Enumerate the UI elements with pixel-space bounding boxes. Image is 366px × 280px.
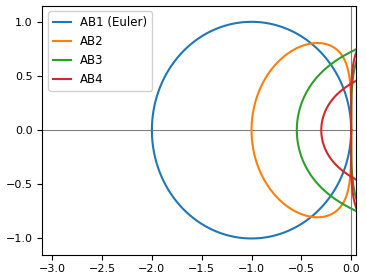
AB3 [358, 46, 363, 50]
AB2 [343, 198, 347, 201]
AB2 [349, 141, 353, 145]
AB3 [358, 46, 362, 50]
AB1 (Euler) [348, 141, 352, 145]
AB3 [358, 211, 362, 214]
AB4 [349, 129, 353, 132]
Legend: AB1 (Euler), AB2, AB3, AB4: AB1 (Euler), AB2, AB3, AB4 [48, 11, 152, 91]
AB4 [332, 95, 337, 99]
AB4 [355, 48, 359, 52]
Line: AB3: AB3 [297, 48, 361, 213]
AB4 [324, 107, 329, 110]
AB1 (Euler) [175, 56, 179, 60]
AB2 [333, 47, 337, 50]
AB2 [315, 216, 320, 219]
AB3 [308, 84, 313, 88]
AB1 (Euler) [249, 20, 254, 24]
Line: AB1 (Euler): AB1 (Euler) [152, 22, 351, 239]
AB2 [265, 74, 269, 77]
AB1 (Euler) [324, 57, 329, 61]
AB1 (Euler) [249, 237, 254, 240]
AB1 (Euler) [319, 206, 324, 209]
AB1 (Euler) [349, 129, 353, 132]
AB2 [315, 41, 320, 45]
AB1 (Euler) [160, 81, 164, 84]
AB1 (Euler) [349, 129, 353, 132]
AB3 [300, 100, 305, 103]
AB4 [349, 141, 353, 145]
AB2 [256, 92, 260, 96]
Line: AB2: AB2 [251, 43, 351, 217]
AB4 [349, 129, 353, 132]
AB4 [359, 217, 364, 220]
AB2 [344, 64, 349, 67]
AB3 [355, 58, 359, 61]
AB1 (Euler) [295, 32, 300, 36]
AB2 [349, 129, 353, 132]
AB3 [356, 204, 361, 207]
AB3 [349, 141, 353, 145]
AB2 [349, 129, 353, 132]
AB3 [349, 129, 353, 132]
AB3 [349, 129, 353, 132]
Line: AB4: AB4 [321, 31, 366, 229]
